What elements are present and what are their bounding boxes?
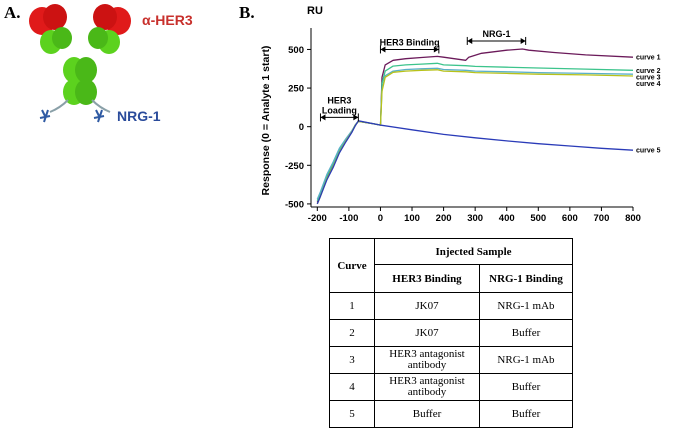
her3-cell: JK07 [374,319,480,347]
series-line-curve-2 [316,62,634,202]
right-fab-arm [88,4,131,54]
fc-domain-4 [75,79,97,105]
left-linker [49,99,69,113]
x-tick-label: -100 [339,213,358,224]
x-tick-label: 300 [467,213,483,224]
nrg1-cell: Buffer [479,319,573,347]
her3-cell: Buffer [374,400,480,428]
right-fab-body-inner [88,27,108,49]
curve-label: curve 2 [636,68,661,75]
x-tick-label: 500 [530,213,546,224]
antibody-illustration [29,4,131,123]
x-tick-label: 700 [594,213,610,224]
nrg1-cell: NRG-1 mAb [479,292,573,320]
x-tick-label: 400 [499,213,515,224]
series-line-curve-3 [316,67,634,200]
injected-sample-header: Injected Sample [374,238,573,265]
her3-cell: HER3 antagonist antibody [374,373,480,401]
left-nrg1-ligand [39,109,51,123]
x-tick-label: 100 [404,213,420,224]
her3-cell: JK07 [374,292,480,320]
left-fab-body-inner [52,27,72,49]
curve-label: curve 1 [636,55,661,62]
her3-cell: HER3 antagonist antibody [374,346,480,374]
table-row: 2 JK07 Buffer [329,319,573,347]
series-lines [316,48,634,205]
curve-header: Curve [329,238,375,293]
panel-b-label: B. [239,3,255,22]
curve-label: curve 4 [636,81,661,88]
y-tick-label: 500 [288,45,304,56]
curve-cell: 5 [329,400,375,428]
her3-binding-header: HER3 Binding [374,264,480,293]
nrg1-label: NRG-1 [117,108,161,124]
y-tick-label: 250 [288,84,304,95]
right-nrg1-ligand [93,109,105,123]
series-line-curve-4 [316,69,634,205]
fc-region [63,57,97,105]
phase-arrowhead-start [380,46,386,53]
curve-label: curve 3 [636,74,661,81]
phase-label: Loading [322,105,357,115]
sensorgram-chart: RU Response (0 = Analyte 1 start) -200 -1… [260,5,661,224]
table-header-row-1: Curve Injected Sample [329,238,573,293]
y-axis-label: Response (0 = Analyte 1 start) [260,46,272,196]
axes: -200 -100 0 100 200 300 400 500 600 700 800 500 250 0… [285,28,641,224]
x-tick-label: 600 [562,213,578,224]
her3-antibody-label: α-HER3 [142,12,193,28]
table-row: 3 HER3 antagonist antibody NRG-1 mAb [329,346,573,374]
table-row: 5 Buffer Buffer [329,400,573,428]
right-fab-tip-inner [93,4,117,30]
x-tick-label: 800 [625,213,641,224]
nrg1-cell: NRG-1 mAb [479,346,573,374]
curve-cell: 1 [329,292,375,320]
curve-cell: 3 [329,346,375,374]
curve-cell: 4 [329,373,375,401]
panel-a-label: A. [4,3,21,22]
phase-arrowhead-end [353,114,359,121]
y-tick-label: -250 [285,161,304,172]
phase-arrowhead-end [520,37,526,44]
y-tick-label: 0 [299,122,304,133]
x-tick-label: 0 [378,213,383,224]
injected-sample-table: Curve Injected Sample HER3 Binding NRG-1… [329,238,573,428]
curve-label: curve 5 [636,148,661,155]
nrg1-cell: Buffer [479,373,573,401]
phase-label: HER3 [327,95,351,105]
table-header-row-2: HER3 Binding NRG-1 Binding [330,264,573,293]
phase-arrowhead-start [320,114,326,121]
fc-domain-2 [75,57,97,83]
left-fab-arm [29,4,72,54]
x-tick-label: 200 [436,213,452,224]
phase-arrowhead-end [433,46,439,53]
nrg1-binding-header: NRG-1 Binding [479,264,573,293]
table-row: 4 HER3 antagonist antibody Buffer [329,373,573,401]
phase-arrowhead-start [467,37,473,44]
left-fab-tip-inner [43,4,67,30]
phase-label: HER3 Binding [380,37,440,47]
right-linker [91,99,111,113]
series-line-curve-5 [316,120,634,205]
phase-label: NRG-1 [482,29,510,39]
curve-cell: 2 [329,319,375,347]
table-row: 1 JK07 NRG-1 mAb [329,292,573,320]
nrg1-cell: Buffer [479,400,573,428]
x-tick-label: -200 [308,213,327,224]
unit-label: RU [307,5,323,17]
y-tick-label: -500 [285,199,304,210]
nrg1-ligands [39,99,111,123]
